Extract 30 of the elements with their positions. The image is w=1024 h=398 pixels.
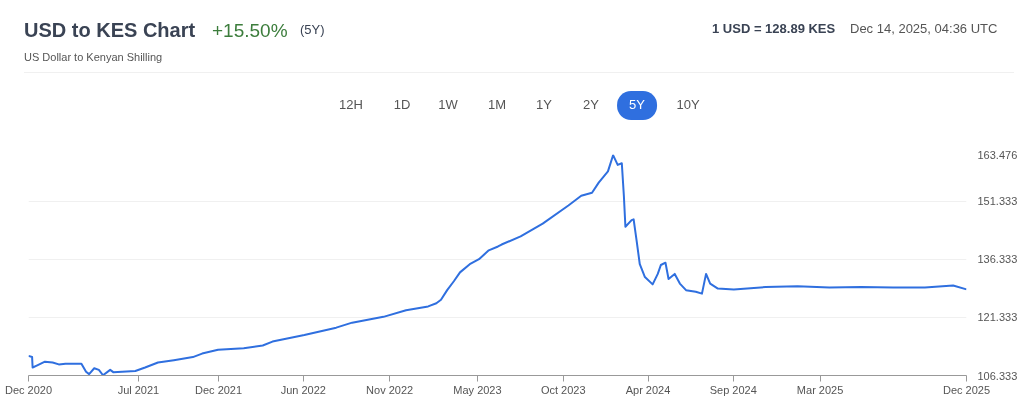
- x-tick-label: Dec 2025: [942, 383, 991, 396]
- text: 1W: [437, 96, 459, 114]
- x-tick-label: Oct 2023: [540, 383, 586, 396]
- x-tick-label: Sep 2024: [709, 383, 757, 396]
- x-tick-label: Mar 2025: [796, 383, 844, 396]
- text: 12H: [338, 96, 364, 114]
- chart-title: USD to KES Chart: [24, 18, 196, 43]
- y-tick-label: 163.476: [977, 148, 1018, 161]
- text: Dec 14, 2025, 04:36 UTC: [850, 20, 998, 38]
- x-tick-label: Nov 2022: [366, 383, 414, 396]
- x-tick-label: May 2023: [453, 383, 502, 396]
- y-tick-label: 136.333: [977, 253, 1018, 266]
- y-tick-label: 121.333: [977, 311, 1018, 324]
- x-tick-label: Apr 2024: [625, 383, 671, 396]
- y-tick-label: 106.333: [977, 369, 1018, 382]
- chart-subtitle: US Dollar to Kenyan Shilling: [24, 50, 163, 65]
- x-tick-label: Jun 2022: [280, 383, 326, 396]
- text: 1 USD = 128.89 KES: [712, 20, 836, 38]
- x-tick-label: Dec 2020: [4, 383, 53, 396]
- text: (5Y): [300, 21, 325, 39]
- y-tick-label: 151.333: [977, 195, 1018, 208]
- text: 5Y: [617, 91, 657, 120]
- x-tick-label: Dec 2021: [195, 383, 243, 396]
- x-tick-label: Jul 2021: [117, 383, 160, 396]
- text: +15.50%: [212, 19, 288, 43]
- text: 10Y: [675, 96, 701, 114]
- text: 1Y: [535, 96, 553, 114]
- text: 1D: [392, 96, 412, 114]
- text: 1M: [486, 96, 508, 114]
- text: 2Y: [582, 96, 600, 114]
